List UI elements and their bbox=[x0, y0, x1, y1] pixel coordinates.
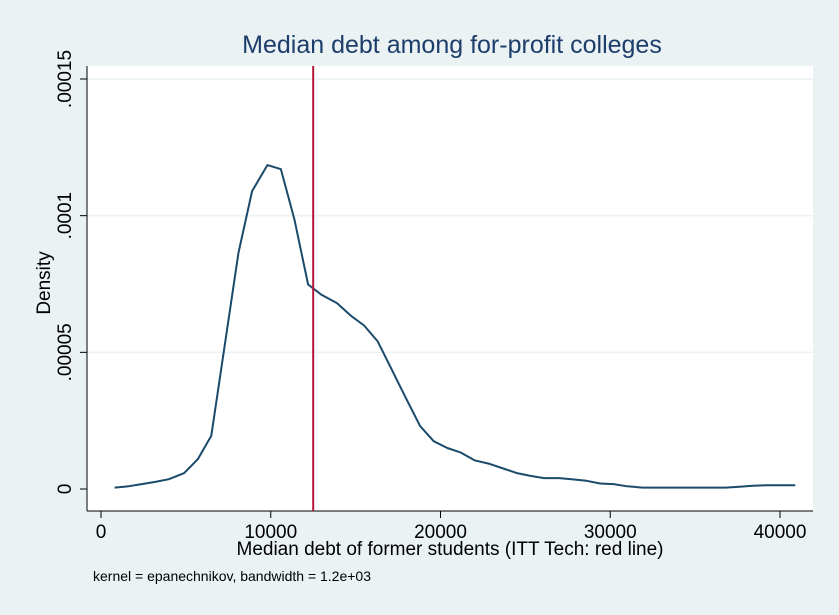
y-tick-label: .00015 bbox=[55, 50, 76, 108]
y-axis-label: Density bbox=[34, 251, 55, 315]
series-layer bbox=[114, 164, 796, 489]
x-tick-label: 40000 bbox=[754, 522, 807, 543]
x-tick-label: 20000 bbox=[414, 522, 467, 543]
chart-title: Median debt among for-profit colleges bbox=[242, 31, 662, 59]
kernel-note: kernel = epanechnikov, bandwidth = 1.2e+… bbox=[93, 568, 371, 584]
y-tick-label: 0 bbox=[55, 484, 76, 495]
gridlines bbox=[87, 78, 813, 354]
x-ticks: 0 10000 20000 30000 40000 bbox=[96, 511, 807, 543]
x-tick-label: 10000 bbox=[244, 522, 297, 543]
y-tick-label: .0001 bbox=[55, 192, 76, 240]
x-tick-label: 0 bbox=[96, 522, 107, 543]
x-tick-label: 30000 bbox=[584, 522, 637, 543]
axes bbox=[86, 66, 813, 512]
plot-area bbox=[87, 66, 813, 511]
x-axis-label: Median debt of former students (ITT Tech… bbox=[237, 539, 664, 560]
y-ticks: 0 .00005 .0001 .00015 bbox=[55, 50, 87, 494]
density-curve bbox=[114, 164, 796, 489]
y-tick-label: .00005 bbox=[55, 323, 76, 381]
